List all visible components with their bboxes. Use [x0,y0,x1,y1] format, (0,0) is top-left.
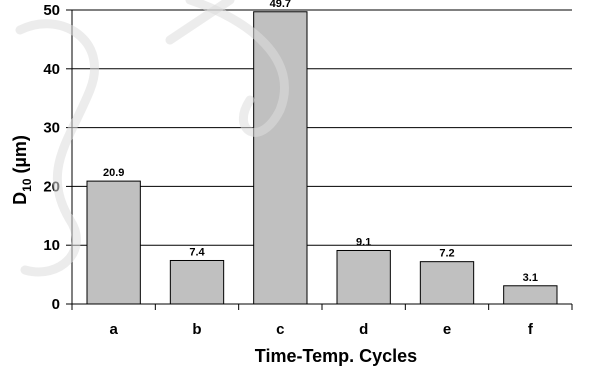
y-axis-title-units: (µm) [10,135,30,178]
data-label-f: 3.1 [523,272,538,284]
bars-group [86,11,558,305]
x-tick-label: d [359,321,368,338]
bar-e [419,261,475,305]
axes [66,9,573,310]
y-tick-label: 30 [43,120,60,137]
x-tick-label: a [109,321,118,338]
x-tick-label: f [528,321,534,338]
x-tick-label: e [443,321,451,338]
y-tick-label: 10 [43,237,60,254]
gridlines [72,9,572,246]
y-tick-label: 50 [43,2,60,19]
data-label-e: 7.2 [439,248,454,260]
bar-a [86,180,141,305]
bar-b [169,259,225,305]
data-label-a: 20.9 [103,167,124,179]
x-tick-label: b [192,321,201,338]
x-tick-label: c [276,321,284,338]
y-tick-label: 0 [52,296,60,313]
x-axis-title: Time-Temp. Cycles [255,346,417,366]
data-label-b: 7.4 [189,246,205,258]
bar-d [336,249,391,305]
x-tick-labels: a b c d e f [109,321,533,338]
y-tick-label: 40 [43,61,60,78]
y-axis-title-main: D [10,192,30,205]
y-tick-label: 20 [43,178,60,195]
data-label-c: 49.7 [270,0,291,10]
data-labels: 20.9 7.4 49.7 9.1 7.2 3.1 [103,0,538,284]
y-axis-title: D10 (µm) [10,135,34,205]
y-axis-title-subscript: 10 [20,178,34,192]
bar-c [253,11,308,305]
y-tick-labels: 0 10 20 30 40 50 [43,2,60,313]
bar-f [503,285,558,305]
data-label-d: 9.1 [356,236,371,248]
